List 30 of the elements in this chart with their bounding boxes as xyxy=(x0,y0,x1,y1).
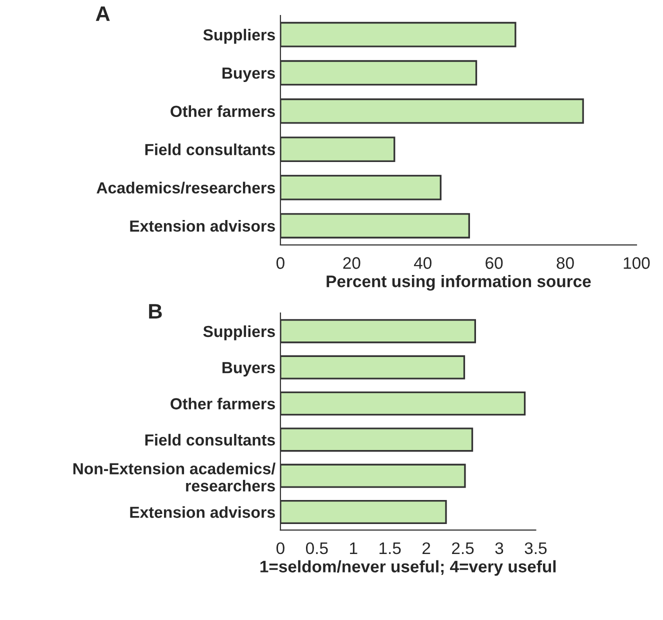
x-axis-title: 1=seldom/never useful; 4=very useful xyxy=(260,560,556,576)
x-tick-label: 40 xyxy=(414,257,432,269)
y-tick-label: Non-Extension academics/ researchers xyxy=(73,462,276,492)
y-tick-label: Extension advisors xyxy=(130,506,275,518)
x-tick-label: 0 xyxy=(276,542,284,554)
x-tick-label: 20 xyxy=(343,257,360,269)
y-tick-label: Other farmers xyxy=(170,105,275,118)
y-tick-label: Buyers xyxy=(222,68,275,82)
x-tick-label: 80 xyxy=(556,257,574,269)
x-tick-label: 0 xyxy=(276,257,284,269)
y-tick-label: Field consultants xyxy=(145,434,275,446)
y-tick-label: Suppliers xyxy=(203,325,275,340)
x-tick-label: 1 xyxy=(350,542,358,554)
x-tick-label: 100 xyxy=(624,257,650,269)
y-tick-label: Field consultants xyxy=(145,144,275,156)
y-tick-label: Suppliers xyxy=(203,28,275,44)
x-tick-label: 1.5 xyxy=(380,542,401,554)
text: A xyxy=(96,6,110,21)
x-tick-label: 2 xyxy=(422,542,430,554)
x-tick-label: 60 xyxy=(486,257,503,269)
chart-title: B xyxy=(149,304,162,318)
y-tick-label: Extension advisors xyxy=(130,220,275,232)
x-tick-label: 2.5 xyxy=(452,542,474,554)
y-tick-label: Buyers xyxy=(222,362,275,376)
y-tick-label: Other farmers xyxy=(170,398,275,410)
y-tick-label: Academics/researchers xyxy=(96,182,275,194)
x-axis-title: Percent using information source xyxy=(326,275,591,291)
x-tick-label: 3 xyxy=(495,542,504,554)
x-tick-label: 3.5 xyxy=(524,542,547,554)
x-tick-label: 0.5 xyxy=(306,542,328,554)
